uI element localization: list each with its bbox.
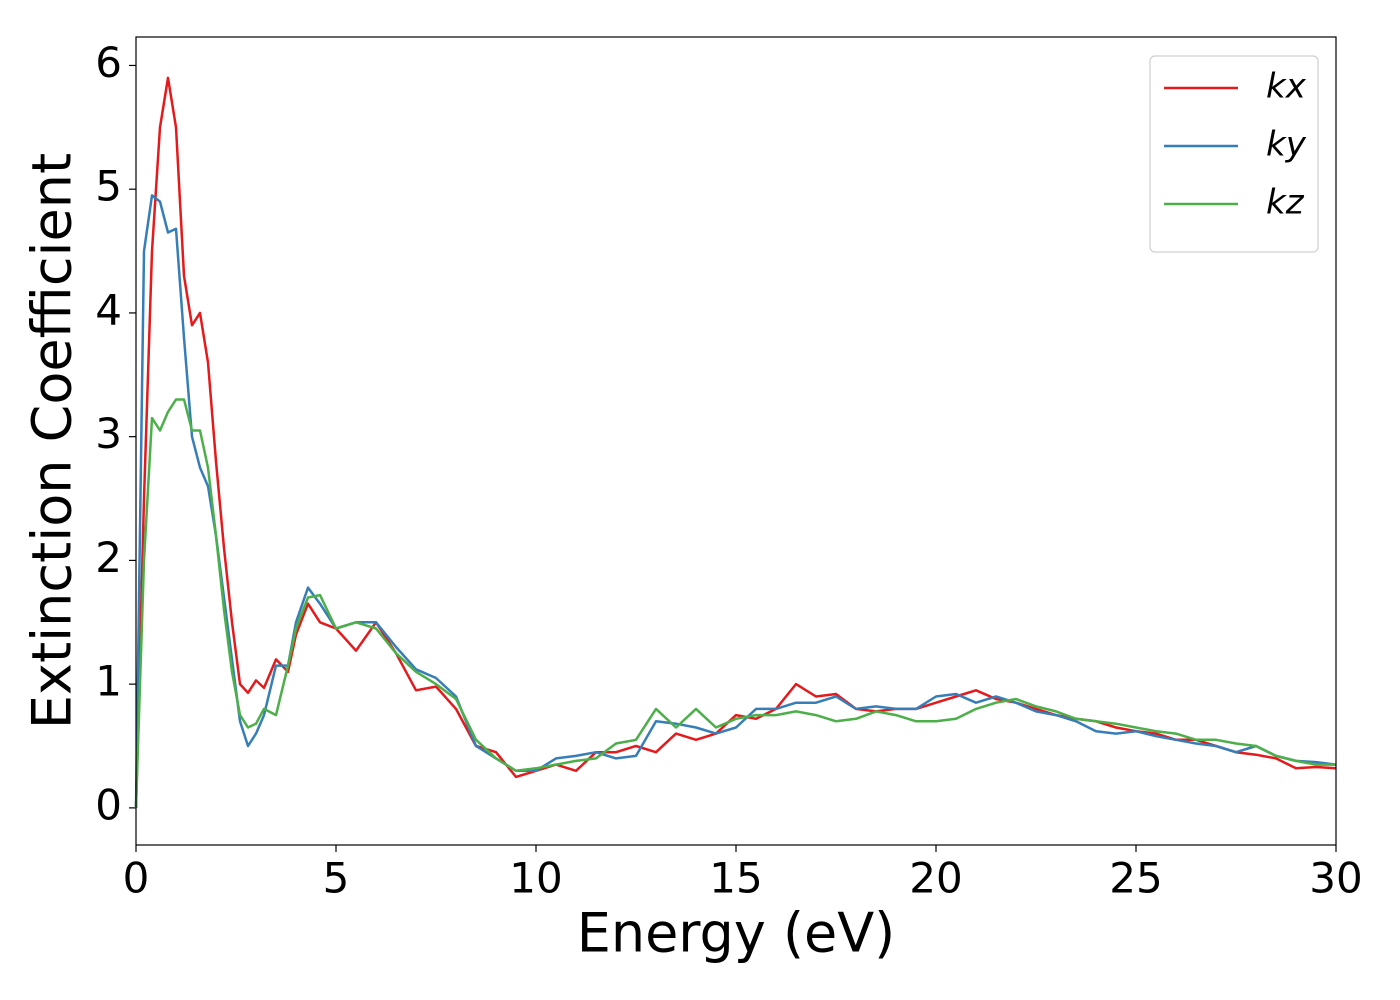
x-tick-label: 30 bbox=[1309, 854, 1362, 903]
y-tick-label: 1 bbox=[95, 657, 122, 706]
x-tick-label: 20 bbox=[909, 854, 962, 903]
x-tick-label: 5 bbox=[323, 854, 350, 903]
y-tick-label: 3 bbox=[95, 409, 122, 458]
x-tick-label: 10 bbox=[509, 854, 562, 903]
x-tick-label: 25 bbox=[1109, 854, 1162, 903]
y-tick-label: 2 bbox=[95, 533, 122, 582]
x-tick-label: 15 bbox=[709, 854, 762, 903]
y-axis-label: Extinction Coefficient bbox=[21, 153, 84, 729]
x-tick-label: 0 bbox=[123, 854, 150, 903]
line-series bbox=[134, 398, 1336, 808]
legend-label: kx bbox=[1266, 67, 1307, 107]
y-tick-label: 4 bbox=[95, 285, 122, 334]
plot-frame bbox=[135, 36, 1337, 846]
legend-label: kz bbox=[1266, 183, 1305, 223]
x-axis-label: Energy (eV) bbox=[577, 902, 896, 965]
y-tick-label: 0 bbox=[95, 780, 122, 829]
y-tick-label: 5 bbox=[95, 162, 122, 211]
y-tick-label: 6 bbox=[95, 38, 122, 87]
legend-label: ky bbox=[1266, 125, 1307, 165]
line-series bbox=[134, 194, 1337, 808]
